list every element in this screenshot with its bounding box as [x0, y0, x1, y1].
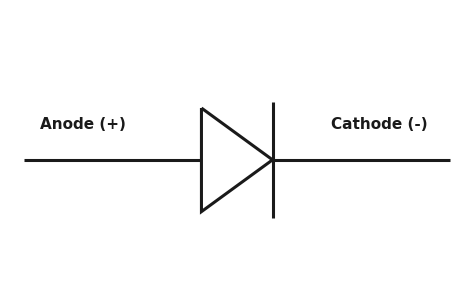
Text: Anode (+): Anode (+): [40, 117, 126, 132]
Text: Cathode (-): Cathode (-): [331, 117, 428, 132]
